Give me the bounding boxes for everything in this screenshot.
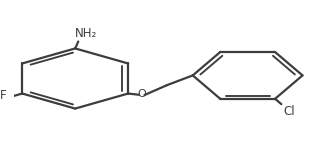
Text: F: F [0,89,7,102]
Text: NH₂: NH₂ [75,27,97,40]
Text: Cl: Cl [283,105,294,118]
Text: O: O [137,89,146,99]
